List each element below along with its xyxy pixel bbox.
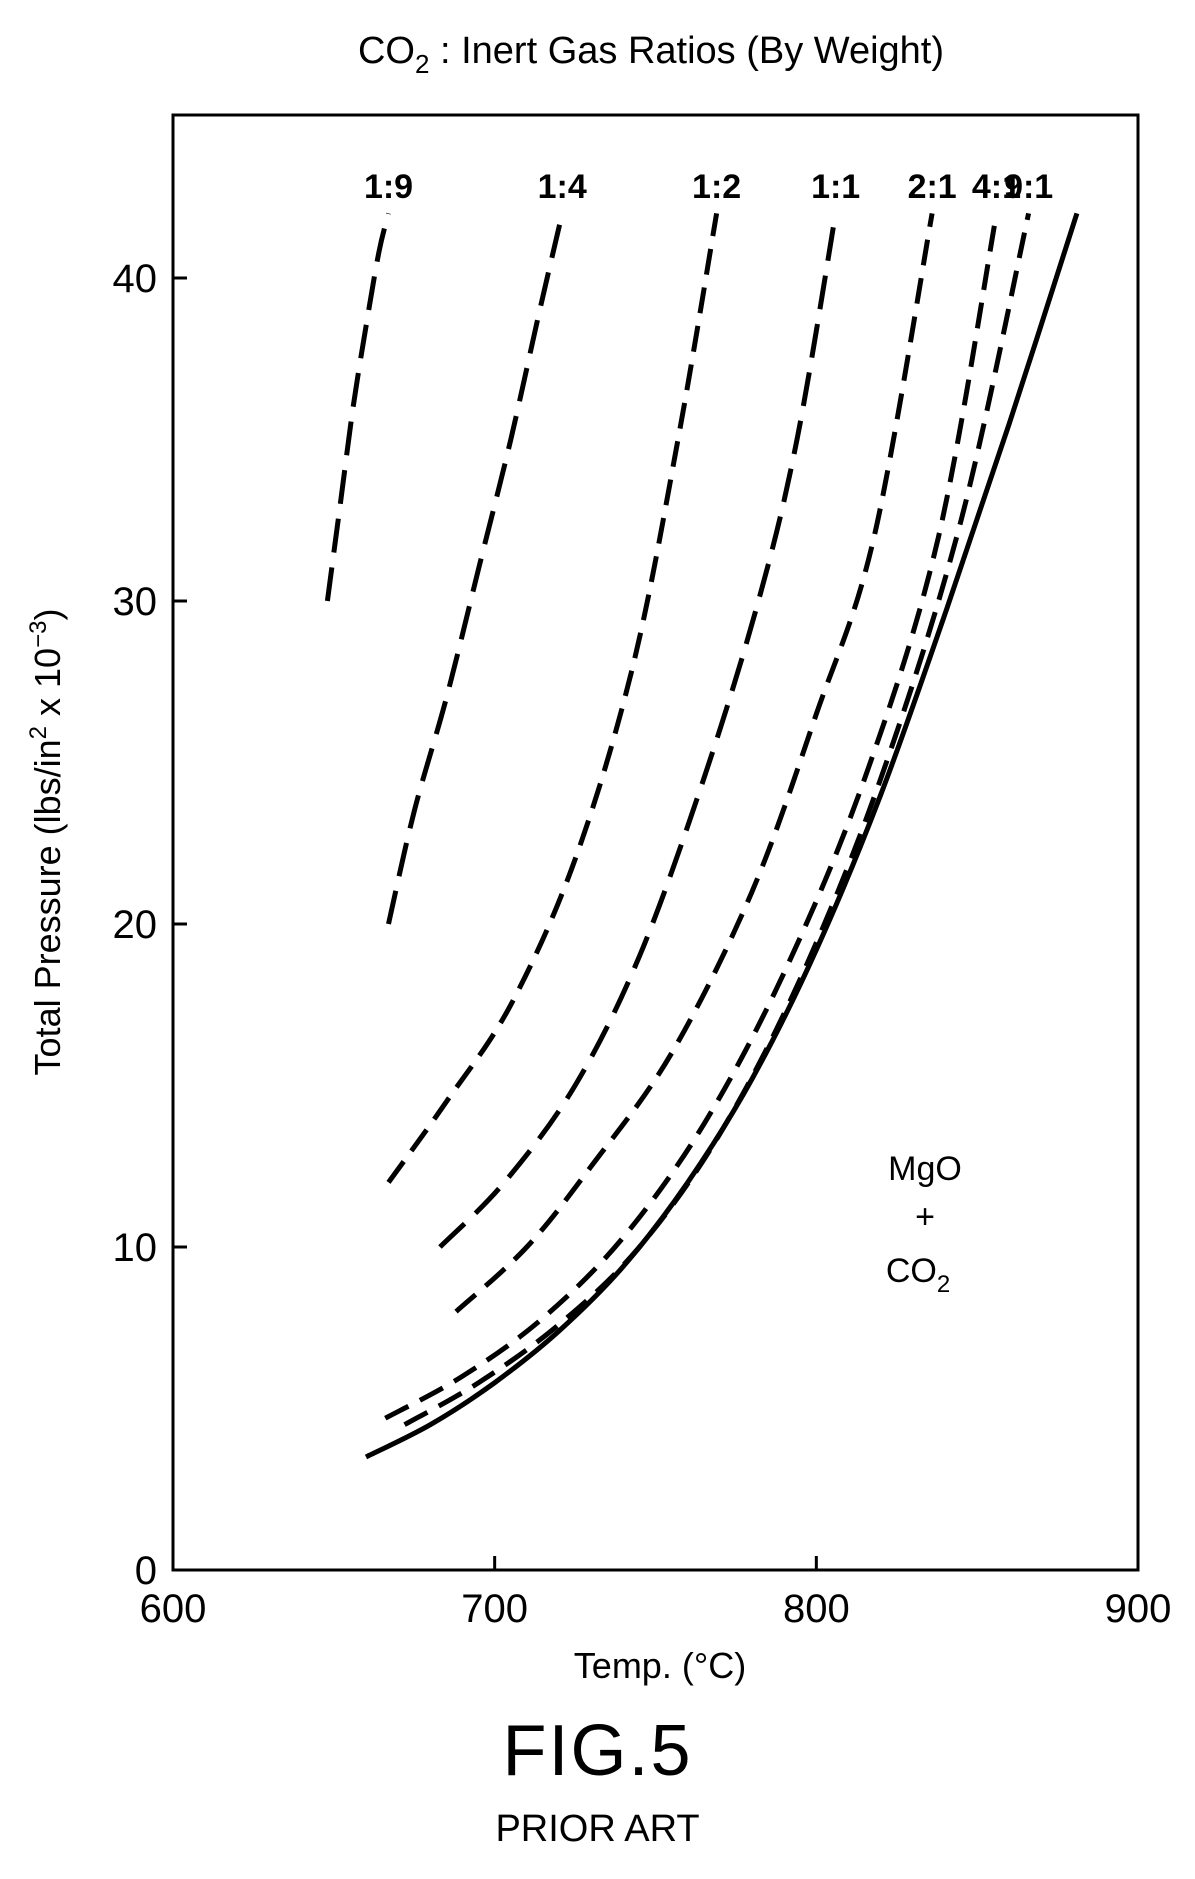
figure-sublabel: PRIOR ART	[495, 1808, 700, 1850]
series-label-4: 2:1	[908, 168, 957, 206]
annotation-line-1: MgO	[888, 1150, 962, 1188]
series-label-2: 1:2	[692, 168, 741, 206]
y-axis-label: Total Pressure (lbs/in2 x 10−3)	[25, 609, 68, 1076]
y-tick-label: 20	[113, 903, 158, 947]
x-tick-label: 600	[140, 1587, 207, 1631]
x-tick-label: 900	[1105, 1587, 1172, 1631]
x-axis-label: Temp. (°C)	[574, 1645, 746, 1686]
y-tick-label: 10	[113, 1226, 158, 1270]
data-curves	[324, 212, 1080, 1460]
series-curve-5	[384, 212, 999, 1421]
chart-title: CO2 : Inert Gas Ratios (By Weight)	[358, 30, 944, 79]
series-curve-2	[386, 212, 720, 1184]
y-tick-label: 30	[113, 580, 158, 624]
annotation-line-3: CO2	[886, 1252, 950, 1298]
series-label-5: 4:1	[972, 168, 1021, 206]
series-label-3: 1:1	[811, 168, 860, 206]
series-curve-6	[403, 212, 1032, 1427]
series-label-6: 9:1	[1004, 168, 1053, 206]
series-curve-7	[364, 212, 1080, 1460]
series-label-1: 1:4	[538, 168, 587, 206]
axis-ticks: 600 700 800 900 0 10 20 30 40	[113, 257, 1172, 1631]
series-label-0: 1:9	[364, 168, 413, 206]
figure-label: FIG.5	[502, 1711, 693, 1791]
x-tick-label: 800	[783, 1587, 850, 1631]
series-curve-4	[454, 212, 935, 1314]
plot-frame	[171, 113, 1140, 1572]
series-curve-0	[324, 212, 391, 602]
y-tick-label: 0	[135, 1549, 157, 1593]
series-curve-1	[386, 212, 565, 925]
x-tick-label: 700	[461, 1587, 528, 1631]
y-tick-label: 40	[113, 257, 158, 301]
annotation-line-2: +	[915, 1198, 935, 1236]
series-curve-3	[438, 212, 839, 1249]
series-labels: 1:9 1:4 1:2 1:1 2:1 4:19:1	[364, 168, 1053, 206]
annotation-mgo-co2: MgO + CO2	[886, 1150, 962, 1298]
